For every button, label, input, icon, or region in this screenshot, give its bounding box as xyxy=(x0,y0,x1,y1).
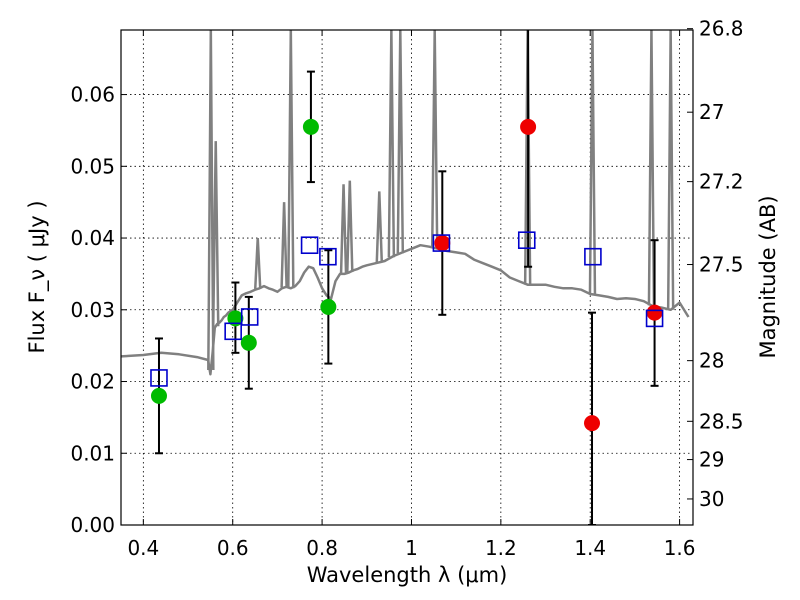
template-emission-line xyxy=(387,30,396,258)
y-tick-label: 0.04 xyxy=(70,226,115,250)
mag-tick-label: 26.8 xyxy=(699,17,744,41)
template-emission-line xyxy=(207,30,215,371)
y-axis-label: Flux F_ν ( μJy ) xyxy=(25,200,50,353)
template-emission-line xyxy=(430,30,439,248)
y-tick-label: 0.05 xyxy=(70,154,115,178)
data-point-circle xyxy=(240,334,257,351)
y-tick-label: 0.00 xyxy=(70,513,115,537)
template-spectrum xyxy=(121,30,690,376)
model-point-square xyxy=(224,322,242,341)
mag-tick-label: 29 xyxy=(699,448,724,472)
x-tick-label: 0.4 xyxy=(127,536,159,560)
x-tick-label: 1 xyxy=(405,536,418,560)
y-tick-label: 0.03 xyxy=(70,298,115,322)
template-emission-line xyxy=(346,180,354,273)
model-point-square xyxy=(517,231,536,249)
y-tick-label: 0.01 xyxy=(70,441,115,465)
axis-ticks: 0.4 0.6 0.8 1 1.2 1.4 1.6 0.00 0.01 0.02 0.03 0.04 0… xyxy=(70,17,743,560)
mag-tick-label: 28 xyxy=(699,349,724,373)
mag-tick-label: 27.2 xyxy=(699,170,744,194)
template-emission-line xyxy=(523,30,532,285)
y-tick-label: 0.06 xyxy=(70,83,115,107)
model-point-square xyxy=(432,234,451,252)
y-tick-label: 0.02 xyxy=(70,370,115,394)
data-point-circle xyxy=(227,310,244,327)
template-emission-line xyxy=(287,30,295,289)
model-point-square xyxy=(645,309,664,328)
model-point-square xyxy=(319,247,337,266)
model-point-square xyxy=(300,236,319,255)
mag-tick-label: 27 xyxy=(699,100,724,124)
template-emission-line xyxy=(211,141,220,327)
x-tick-label: 1.4 xyxy=(574,536,606,560)
template-emission-line xyxy=(375,191,384,263)
data-point-circle xyxy=(320,298,337,315)
model-point-square xyxy=(150,369,168,387)
x-tick-label: 1.6 xyxy=(664,536,696,560)
x-tick-label: 0.6 xyxy=(217,536,249,560)
right-axis-label: Magnitude (AB) xyxy=(756,195,780,358)
template-emission-line xyxy=(280,202,288,288)
template-emission-line xyxy=(396,30,405,254)
model-point-square xyxy=(584,247,602,266)
data-point-circle xyxy=(302,118,319,135)
data-points xyxy=(150,118,664,432)
data-point-circle xyxy=(646,304,663,321)
template-emission-line xyxy=(588,30,597,295)
data-point-circle xyxy=(520,118,537,135)
data-point-circle xyxy=(150,387,167,404)
x-axis-label: Wavelength λ (μm) xyxy=(307,563,508,587)
mag-tick-label: 30 xyxy=(699,487,724,511)
template-emission-line xyxy=(666,30,675,310)
model-point-square xyxy=(240,308,259,326)
x-tick-label: 1.2 xyxy=(485,536,517,560)
template-emission-line xyxy=(253,237,262,289)
x-tick-label: 0.8 xyxy=(306,536,338,560)
mag-tick-label: 27.5 xyxy=(699,253,744,277)
data-point-circle xyxy=(584,415,601,432)
template-emission-line xyxy=(339,184,348,274)
mag-tick-label: 28.5 xyxy=(699,409,744,433)
template-emission-line xyxy=(647,30,656,306)
data-point-circle xyxy=(434,235,451,252)
plot-frame xyxy=(120,29,694,526)
